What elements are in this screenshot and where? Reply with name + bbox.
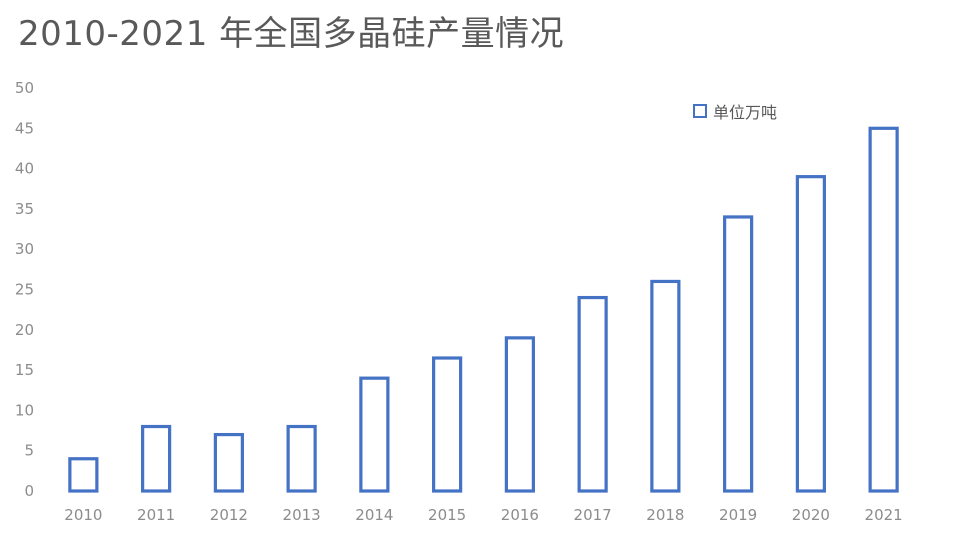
x-tick-label: 2013 (283, 506, 321, 524)
x-tick-label: 2017 (574, 506, 612, 524)
bar (359, 376, 390, 493)
bars (68, 126, 899, 493)
y-tick-label: 40 (15, 160, 34, 178)
x-tick-label: 2014 (355, 506, 393, 524)
bar (141, 424, 172, 493)
bar (68, 457, 99, 493)
y-tick-label: 10 (15, 401, 34, 419)
y-tick-label: 35 (15, 200, 34, 218)
bar (795, 175, 826, 493)
y-tick-label: 0 (24, 482, 34, 500)
legend-swatch (693, 104, 707, 118)
y-tick-label: 30 (15, 240, 34, 258)
x-tick-label: 2010 (64, 506, 102, 524)
chart-title: 2010-2021 年全国多晶硅产量情况 (18, 14, 565, 54)
legend: 单位万吨 (693, 99, 777, 123)
x-tick-label: 2019 (719, 506, 757, 524)
y-axis-labels: 0 5 10 15 20 25 30 35 40 45 50 (15, 79, 34, 500)
y-tick-label: 45 (15, 119, 34, 137)
bar (868, 126, 899, 493)
bar (650, 279, 681, 493)
x-tick-label: 2016 (501, 506, 539, 524)
y-tick-label: 15 (15, 361, 34, 379)
x-tick-label: 2020 (792, 506, 830, 524)
y-tick-label: 5 (24, 442, 34, 460)
x-tick-label: 2021 (865, 506, 903, 524)
x-tick-label: 2011 (137, 506, 175, 524)
bar (432, 356, 463, 493)
bar (723, 215, 754, 493)
x-tick-label: 2015 (428, 506, 466, 524)
bar (286, 424, 317, 493)
legend-label: 单位万吨 (713, 103, 778, 122)
bar (577, 295, 608, 493)
bar (504, 336, 535, 493)
x-tick-label: 2018 (646, 506, 684, 524)
y-tick-label: 20 (15, 321, 34, 339)
x-axis-labels: 2010 2011 2012 2013 2014 2015 2016 2017 2018 2019… (64, 506, 902, 524)
x-tick-label: 2012 (210, 506, 248, 524)
y-tick-label: 50 (15, 79, 34, 97)
bar (213, 432, 244, 493)
y-tick-label: 25 (15, 281, 34, 299)
